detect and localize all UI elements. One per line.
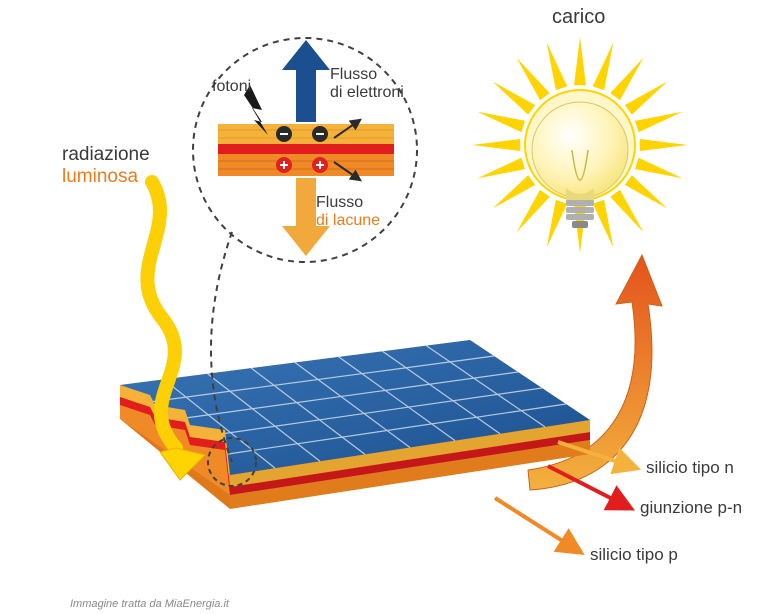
label-flusso-lacune: Flusso di lacune [316,194,380,231]
solar-panel [120,340,590,509]
label-silicio-n: silicio tipo n [646,458,734,478]
label-radiazione: radiazione luminosa [62,144,150,188]
label-silicio-p: silicio tipo p [590,545,678,565]
label-giunzione: giunzione p-n [640,498,742,518]
image-credit: Immagine tratta da MiaEnergia.it [70,598,229,611]
label-fotoni: fotoni [212,78,251,96]
lightbulb-icon [532,102,628,228]
label-flusso-elettroni: Flusso di elettroni [330,66,404,103]
photovoltaic-diagram: { "labels": { "carico": "carico", "radia… [0,0,768,614]
pointer-silicon-p [495,498,580,552]
label-carico: carico [552,6,605,29]
